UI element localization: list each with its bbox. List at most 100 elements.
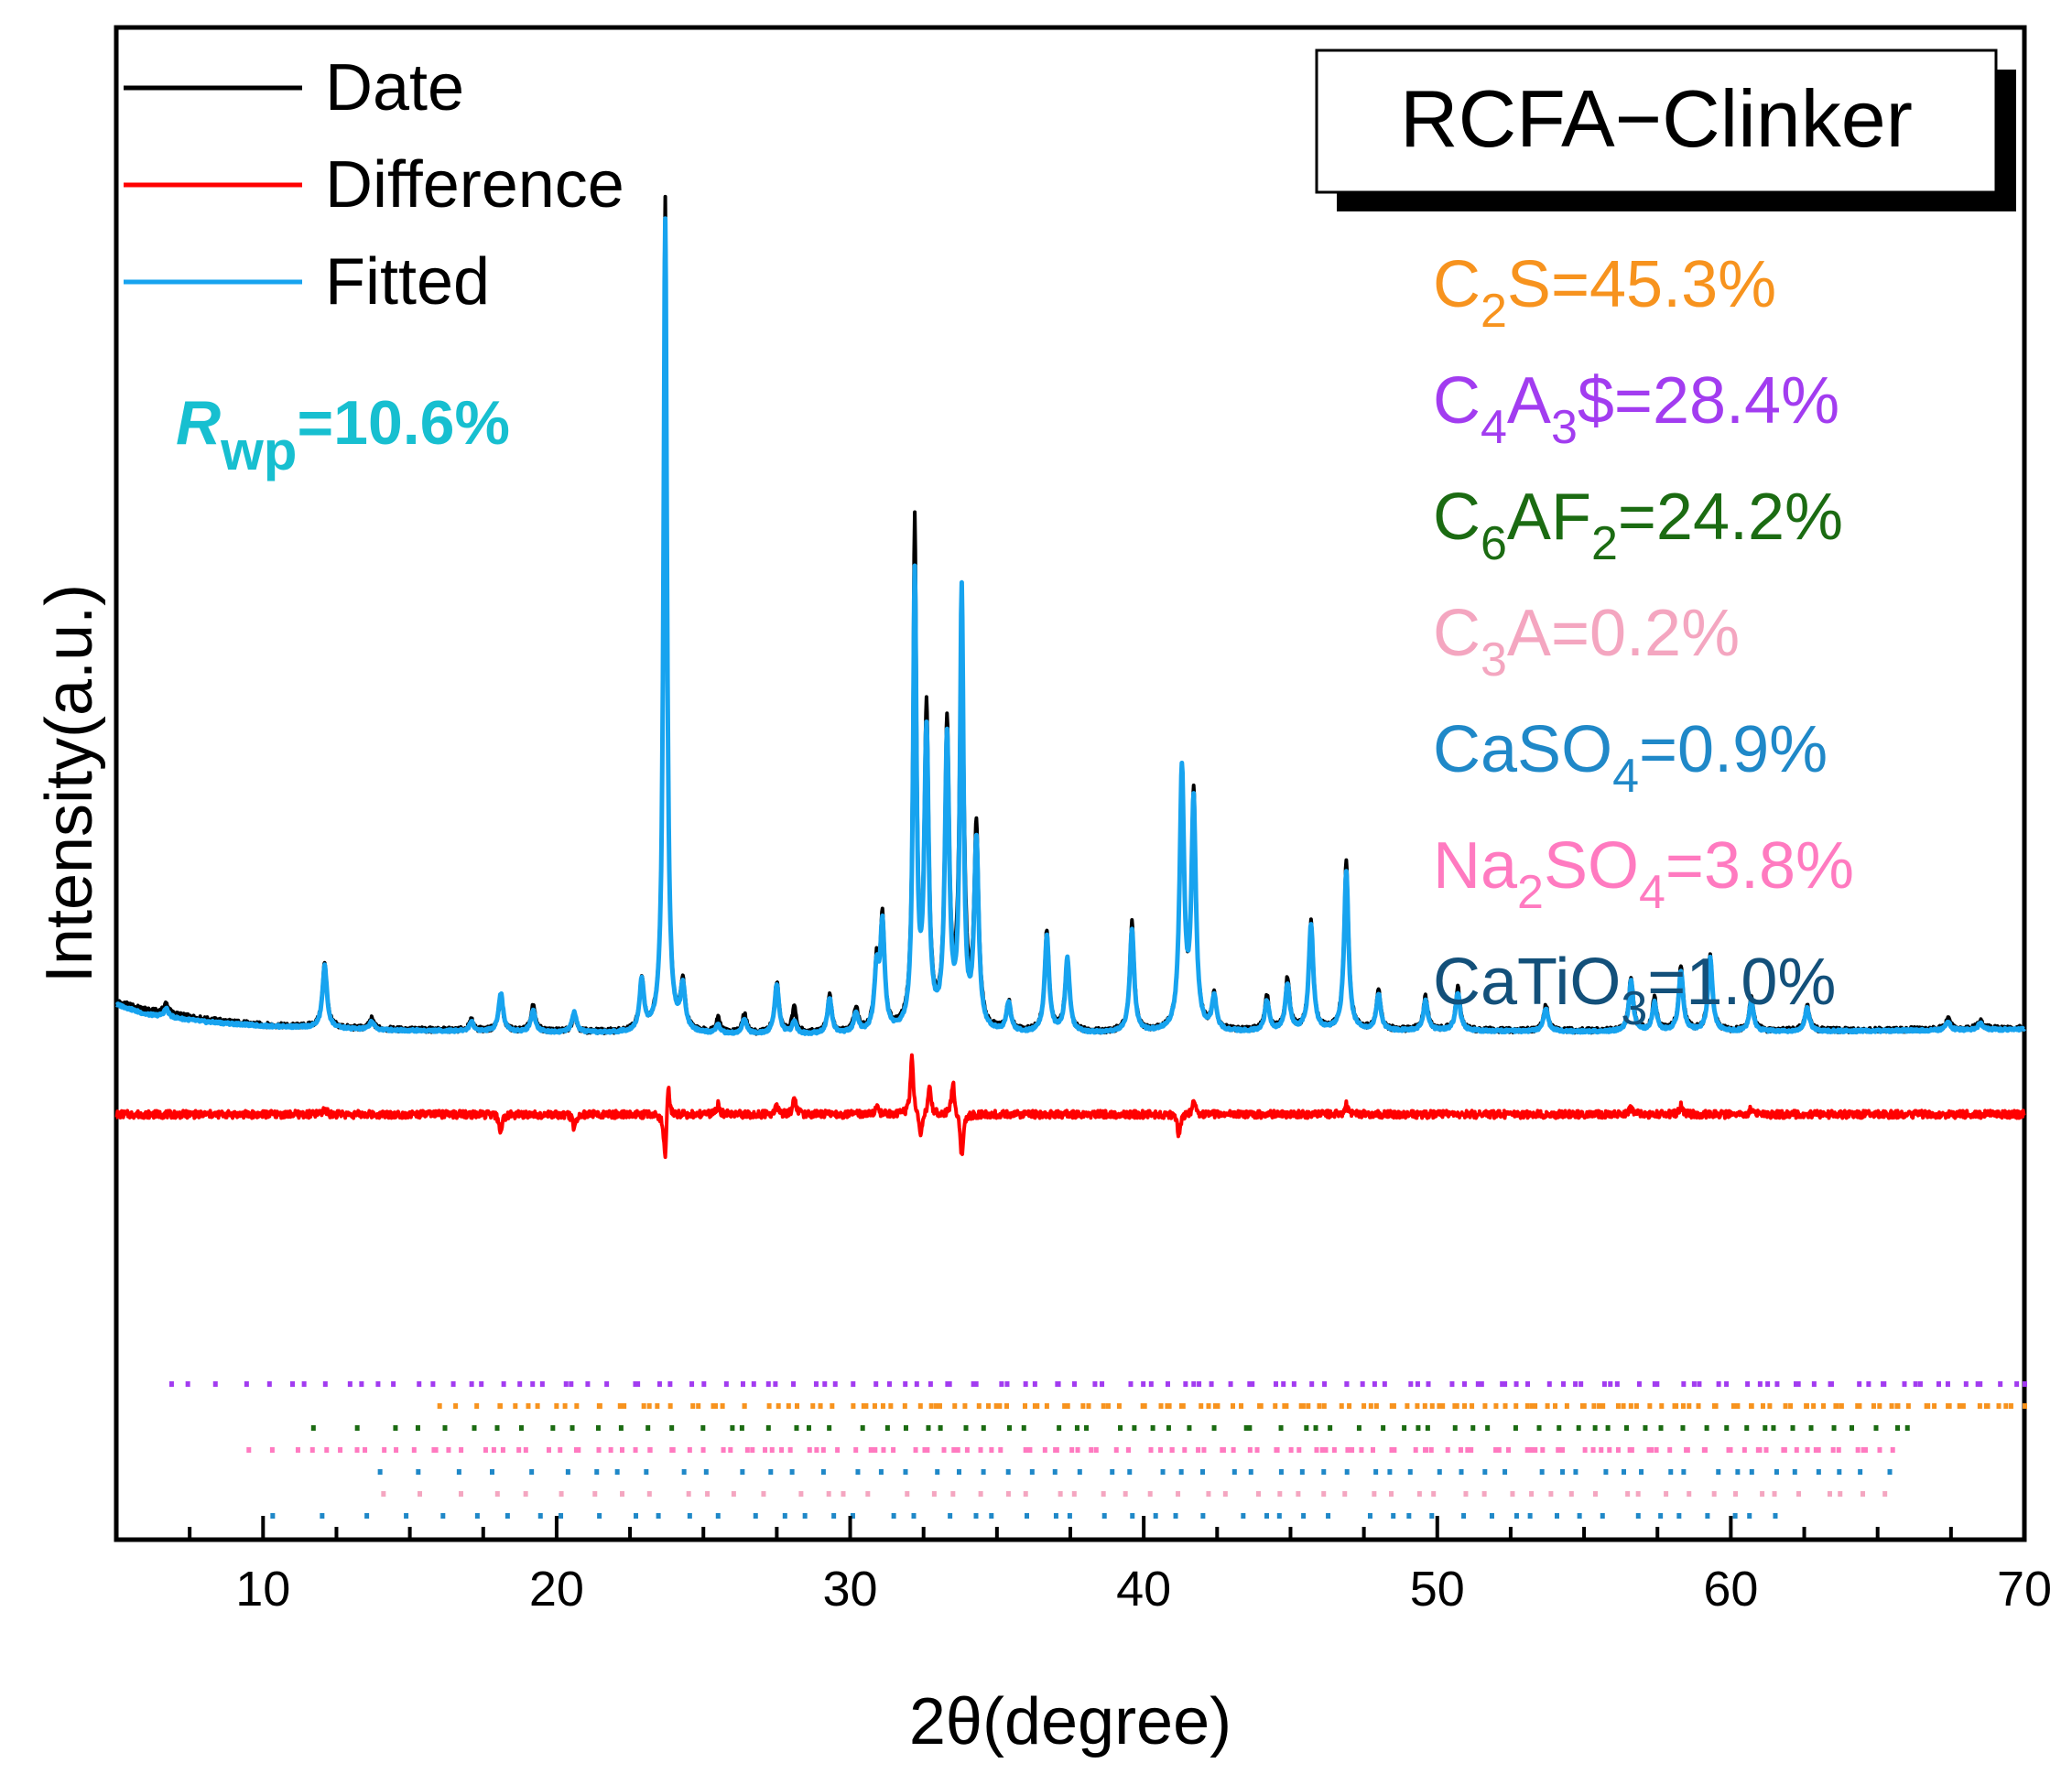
reflection-tick: [1391, 1403, 1396, 1409]
reflection-tick: [1423, 1447, 1428, 1453]
reflection-tick: [635, 1381, 641, 1387]
reflection-tick: [881, 1447, 886, 1453]
reflection-tick: [1373, 1469, 1379, 1475]
reflection-tick: [1065, 1403, 1070, 1409]
reflection-tick: [1449, 1381, 1455, 1387]
reflection-tick: [1667, 1447, 1673, 1453]
reflection-tick: [703, 1469, 709, 1475]
reflection-tick: [1808, 1425, 1814, 1431]
reflection-tick: [1461, 1513, 1467, 1519]
reflection-tick: [1428, 1447, 1434, 1453]
legend-label-fitted: Fitted: [325, 245, 490, 319]
reflection-tick: [1882, 1491, 1888, 1497]
reflection-tick: [1405, 1403, 1410, 1409]
reflection-tick: [1513, 1403, 1519, 1409]
reflection-tick: [981, 1425, 986, 1431]
reflection-tick: [1614, 1381, 1620, 1387]
reflection-tick: [411, 1447, 417, 1453]
reflection-tick: [1625, 1491, 1631, 1497]
reflection-tick: [450, 1381, 456, 1387]
reflection-tick: [569, 1381, 574, 1387]
reflection-tick: [1360, 1381, 1365, 1387]
reflection-tick: [1388, 1491, 1394, 1497]
phase-label-5: Na2SO4=3.8%: [1433, 829, 1854, 919]
reflection-tick: [633, 1381, 638, 1387]
phase-label-part: AF: [1507, 481, 1591, 554]
reflection-tick: [728, 1447, 733, 1453]
reflection-tick: [1615, 1403, 1621, 1409]
reflection-tick: [806, 1425, 811, 1431]
reflection-tick: [458, 1491, 463, 1497]
reflection-tick: [1573, 1381, 1578, 1387]
reflection-tick: [1716, 1469, 1721, 1475]
reflection-tick: [320, 1513, 325, 1519]
reflection-row-c4a3: [168, 1381, 2027, 1387]
reflection-tick: [608, 1447, 613, 1453]
reflection-tick: [1069, 1447, 1075, 1453]
phase-label-part: 4: [1612, 750, 1639, 803]
reflection-tick: [1502, 1469, 1508, 1475]
reflection-tick: [1643, 1425, 1648, 1431]
reflection-tick: [1130, 1513, 1135, 1519]
reflection-tick: [832, 1381, 838, 1387]
reflection-tick: [973, 1381, 979, 1387]
reflection-tick: [1724, 1381, 1730, 1387]
reflection-tick: [795, 1403, 800, 1409]
y-axis-label: Intensity(a.u.): [33, 584, 106, 983]
reflection-tick: [596, 1403, 602, 1409]
reflection-tick: [670, 1447, 676, 1453]
reflection-tick: [1493, 1403, 1499, 1409]
reflection-tick: [884, 1425, 890, 1431]
reflection-tick: [1794, 1381, 1799, 1387]
reflection-tick: [928, 1403, 934, 1409]
reflection-tick: [1166, 1425, 1171, 1431]
reflection-tick: [1577, 1513, 1582, 1519]
reflection-tick: [1054, 1447, 1059, 1453]
reflection-tick: [494, 1491, 500, 1497]
reflection-tick: [417, 1381, 422, 1387]
reflection-tick: [539, 1381, 545, 1387]
reflection-tick: [903, 1469, 908, 1475]
reflection-tick: [1309, 1381, 1315, 1387]
reflection-tick: [1254, 1447, 1260, 1453]
reflection-tick: [798, 1491, 804, 1497]
reflection-tick: [1676, 1513, 1682, 1519]
reflection-tick: [1957, 1403, 1962, 1409]
reflection-tick: [1510, 1491, 1515, 1497]
reflection-tick: [1838, 1491, 1843, 1497]
reflection-tick: [1502, 1381, 1508, 1387]
reflection-tick: [322, 1381, 328, 1387]
reflection-tick: [597, 1513, 602, 1519]
reflection-tick: [1621, 1469, 1626, 1475]
reflection-tick: [1264, 1513, 1270, 1519]
reflection-tick: [375, 1381, 381, 1387]
reflection-tick: [1093, 1447, 1099, 1453]
reflection-tick: [546, 1447, 551, 1453]
reflection-tick: [501, 1381, 506, 1387]
reflection-tick: [1983, 1403, 1989, 1409]
reflection-tick: [1600, 1513, 1605, 1519]
reflection-tick: [1881, 1381, 1886, 1387]
reflection-tick: [1539, 1469, 1545, 1475]
reflection-tick: [1228, 1381, 1233, 1387]
reflection-tick: [1691, 1381, 1697, 1387]
reflection-tick: [1032, 1381, 1037, 1387]
reflection-tick: [185, 1381, 190, 1387]
reflection-tick: [1241, 1513, 1246, 1519]
reflection-tick: [1278, 1425, 1284, 1431]
reflection-tick: [1830, 1447, 1836, 1453]
reflection-tick: [1794, 1447, 1799, 1453]
reflection-tick: [1705, 1513, 1710, 1519]
reflection-tick: [950, 1491, 956, 1497]
rwp-annotation: Rwp=10.6%: [176, 388, 510, 481]
reflection-tick: [1873, 1425, 1879, 1431]
reflection-tick: [1528, 1447, 1534, 1453]
reflection-tick: [1158, 1403, 1164, 1409]
reflection-tick: [1429, 1513, 1435, 1519]
reflection-tick: [1372, 1491, 1377, 1497]
reflection-tick: [1255, 1491, 1261, 1497]
reflection-tick: [1458, 1447, 1463, 1453]
reflection-tick: [687, 1447, 692, 1453]
reflection-tick: [1058, 1491, 1063, 1497]
reflection-tick: [1209, 1381, 1214, 1387]
